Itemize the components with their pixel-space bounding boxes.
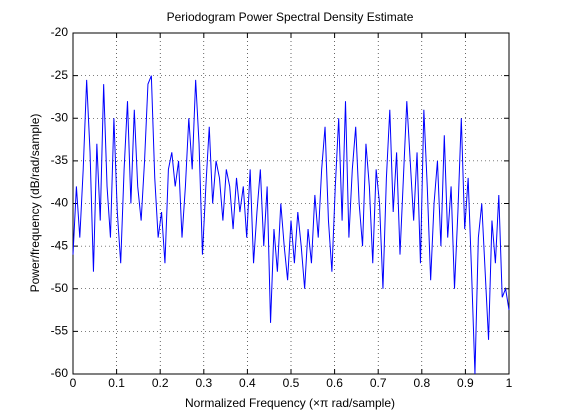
y-tick-label: -35 xyxy=(51,153,69,167)
x-tick-label: 0.8 xyxy=(413,376,430,390)
x-tick-label: 0.5 xyxy=(283,376,300,390)
x-tick-label: 0.9 xyxy=(457,376,474,390)
y-tick-label: -55 xyxy=(51,324,69,338)
y-tick-label: -25 xyxy=(51,68,69,82)
y-tick-label: -30 xyxy=(51,110,69,124)
x-axis-label: Normalized Frequency (×π rad/sample) xyxy=(185,396,395,410)
x-tick-label: 0.7 xyxy=(370,376,387,390)
x-tick-label: 0.6 xyxy=(326,376,343,390)
y-tick-label: -60 xyxy=(51,366,69,380)
x-tick-label: 0.3 xyxy=(195,376,212,390)
y-axis-label: Power/frequency (dB/rad/sample) xyxy=(28,114,42,293)
plot-frame xyxy=(72,32,510,375)
x-tick-label: 0.2 xyxy=(152,376,169,390)
y-tick-label: -45 xyxy=(51,238,69,252)
data-line xyxy=(72,75,510,375)
y-tick-label: -40 xyxy=(51,196,69,210)
y-tick-label: -20 xyxy=(51,25,69,39)
y-tick-label: -50 xyxy=(51,281,69,295)
x-tick-label: 0.4 xyxy=(239,376,256,390)
x-tick-label: 1 xyxy=(506,376,513,390)
x-tick-label: 0 xyxy=(70,376,77,390)
x-tick-label: 0.1 xyxy=(108,376,125,390)
chart-title: Periodogram Power Spectral Density Estim… xyxy=(167,10,414,24)
